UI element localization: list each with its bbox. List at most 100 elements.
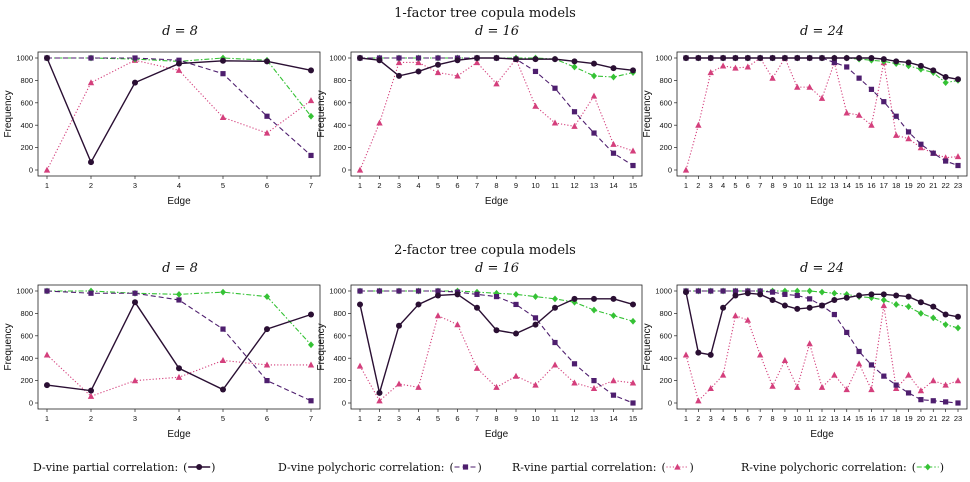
data-point-rpart	[843, 386, 850, 393]
x-tick-label: 2	[89, 414, 93, 423]
data-point-dpart	[264, 58, 270, 65]
data-point-rpoly	[308, 341, 314, 349]
data-point-dpart	[732, 55, 739, 61]
data-point-dpart	[781, 302, 788, 309]
series-rpart	[682, 302, 962, 404]
data-point-dpart	[532, 321, 539, 328]
data-point-rpoly	[591, 306, 597, 314]
data-point-dpart	[930, 303, 937, 310]
data-point-dpoly	[552, 85, 558, 91]
data-point-rpoly	[893, 301, 900, 308]
data-point-rpart	[769, 382, 776, 389]
data-point-rpart	[695, 121, 702, 128]
data-point-dpoly	[88, 290, 94, 296]
x-tick-label: 16	[867, 181, 875, 190]
data-point-dpoly	[881, 99, 887, 105]
legend-item-dpart: D-vine partial correlation: ()	[33, 461, 215, 474]
data-point-dpart	[707, 351, 714, 358]
data-point-rpart	[855, 111, 863, 118]
x-tick-label: 3	[397, 181, 401, 190]
y-tick-label: 600	[659, 331, 672, 340]
data-point-dpoly	[831, 311, 837, 318]
legend: D-vine partial correlation:() D-vine poly…	[33, 461, 944, 474]
series-rpoly	[357, 287, 636, 325]
data-point-rpoly	[610, 312, 617, 320]
x-tick-label: 3	[709, 181, 713, 190]
x-tick-label: 6	[265, 181, 269, 190]
data-point-dpoly	[435, 55, 441, 61]
section-title-1factor: 1-factor tree copula models	[394, 6, 576, 21]
plot-frame	[350, 51, 643, 177]
data-point-dpoly	[630, 400, 636, 406]
data-point-dpart	[493, 55, 500, 61]
data-point-dpart	[132, 299, 138, 306]
y-axis-label: Frequency	[316, 90, 327, 137]
y-axis-label: Frequency	[3, 90, 14, 137]
x-tick-label: 1	[358, 414, 362, 423]
panel-title: d = 16	[475, 261, 519, 276]
data-point-dpoly	[794, 292, 800, 299]
data-point-dpoly	[708, 288, 714, 294]
data-point-dpart	[868, 55, 875, 61]
data-point-dpoly	[610, 392, 617, 398]
series-dpart	[357, 55, 636, 79]
data-point-dpoly	[732, 288, 739, 294]
data-point-dpoly	[552, 339, 558, 346]
data-point-dpart	[744, 55, 751, 61]
series-line-dpoly	[686, 57, 959, 167]
data-point-dpoly	[769, 289, 776, 295]
data-point-dpoly	[132, 55, 138, 61]
y-tick-label: 400	[333, 121, 346, 130]
data-point-dpoly	[396, 55, 402, 61]
data-point-dpart	[806, 304, 813, 311]
x-tick-label: 14	[843, 181, 851, 190]
x-tick-label: 13	[590, 181, 598, 190]
data-point-rpart	[307, 361, 315, 368]
data-point-rpart	[395, 380, 403, 387]
x-tick-label: 11	[806, 414, 814, 423]
data-point-dpart	[955, 313, 961, 320]
x-tick-label: 2	[377, 414, 381, 423]
x-tick-label: 12	[570, 414, 578, 423]
y-tick-label: 1000	[329, 54, 346, 63]
data-point-rpart	[590, 92, 598, 99]
x-tick-label: 13	[830, 181, 838, 190]
data-point-dpoly	[844, 329, 850, 336]
series-line-rpart	[685, 56, 959, 171]
data-point-dpoly	[220, 71, 226, 77]
x-tick-label: 18	[892, 181, 900, 190]
x-tick-label: 5	[733, 181, 737, 190]
series-line-dpart	[46, 57, 312, 164]
data-point-rpart	[695, 397, 702, 404]
y-tick-label: 1000	[16, 287, 33, 296]
data-point-dpoly	[571, 109, 578, 115]
x-tick-label: 11	[551, 181, 559, 190]
data-point-dpoly	[630, 162, 636, 169]
data-point-dpoly	[176, 57, 182, 63]
series-dpart	[683, 289, 961, 358]
y-tick-label: 200	[333, 376, 346, 385]
data-point-rpart	[806, 83, 813, 90]
x-tick-label: 1	[45, 414, 49, 423]
data-point-dpart	[695, 349, 702, 356]
data-point-rpart	[356, 166, 364, 173]
data-point-dpoly	[943, 399, 949, 405]
series-rpart	[43, 351, 315, 399]
data-point-rpart	[571, 122, 578, 129]
data-point-dpoly	[571, 361, 578, 367]
legend-paren-open: (	[183, 461, 187, 474]
data-point-dpart	[571, 58, 578, 65]
x-tick-label: 14	[843, 414, 851, 423]
data-point-rpart	[756, 351, 764, 358]
data-point-dpart	[769, 296, 776, 303]
legend-item-dpoly: D-vine polychoric correlation: ()	[278, 461, 482, 474]
legend-marker	[674, 463, 681, 470]
series-rpart	[356, 312, 637, 404]
data-point-rpart	[806, 340, 813, 347]
data-point-rpart	[551, 119, 559, 126]
data-point-rpart	[610, 377, 617, 384]
series-dpoly	[683, 55, 961, 169]
data-point-dpoly	[308, 152, 314, 159]
panel-title: d = 8	[162, 24, 198, 39]
data-point-dpart	[308, 67, 314, 74]
